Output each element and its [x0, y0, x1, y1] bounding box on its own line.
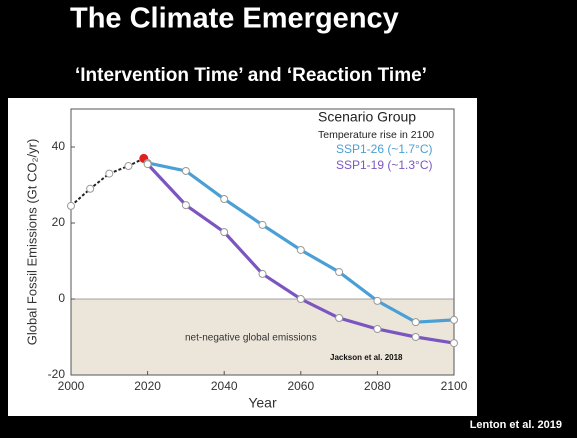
point: [86, 184, 95, 193]
annotation: Jackson et al. 2018: [330, 353, 403, 362]
legend-entry: SSP1-26 (~1.7°C): [336, 142, 433, 156]
point: [450, 339, 458, 348]
y-axis-label: Global Fossil Emissions (Gt CO₂/yr): [24, 139, 39, 346]
point: [411, 333, 420, 341]
x-axis-label: Year: [248, 395, 277, 411]
point: [220, 195, 229, 204]
x-tick-label: 2040: [211, 379, 238, 393]
y-tick-label: -20: [48, 367, 66, 381]
x-tick-label: 2020: [134, 379, 161, 393]
point: [335, 268, 344, 277]
legend-title: Scenario Group: [318, 109, 416, 125]
y-tick-label: 0: [58, 291, 65, 305]
legend-subtitle: Temperature rise in 2100: [318, 129, 434, 141]
point: [67, 201, 75, 210]
point: [258, 269, 267, 278]
x-tick-label: 2080: [364, 379, 391, 393]
point: [296, 295, 305, 303]
point: [181, 166, 190, 175]
point: [450, 315, 458, 324]
point: [258, 220, 267, 229]
x-tick-label: 2000: [58, 379, 85, 393]
plot-frame: [70, 108, 455, 376]
x-tick-label: 2060: [287, 379, 314, 393]
x-tick-label: 2100: [441, 379, 468, 393]
y-tick-label: 20: [52, 215, 66, 229]
point: [335, 314, 344, 322]
point: [373, 325, 382, 334]
point: [181, 201, 190, 210]
point: [411, 318, 420, 327]
slide-title: The Climate Emergency: [70, 3, 399, 35]
point: [124, 162, 133, 170]
source: Lenton et al. 2019: [470, 419, 562, 431]
point: [105, 169, 114, 178]
negative-region: [71, 299, 454, 375]
point: [220, 228, 229, 237]
y-tick-label: 40: [52, 139, 66, 153]
legend-entry: SSP1-19 (~1.3°C): [336, 158, 433, 172]
point: [373, 296, 382, 305]
point: [296, 245, 305, 254]
slide-subtitle: ‘Intervention Time’ and ‘Reaction Time’: [75, 65, 427, 86]
annotation: net-negative global emissions: [185, 333, 317, 344]
point: [143, 160, 152, 169]
